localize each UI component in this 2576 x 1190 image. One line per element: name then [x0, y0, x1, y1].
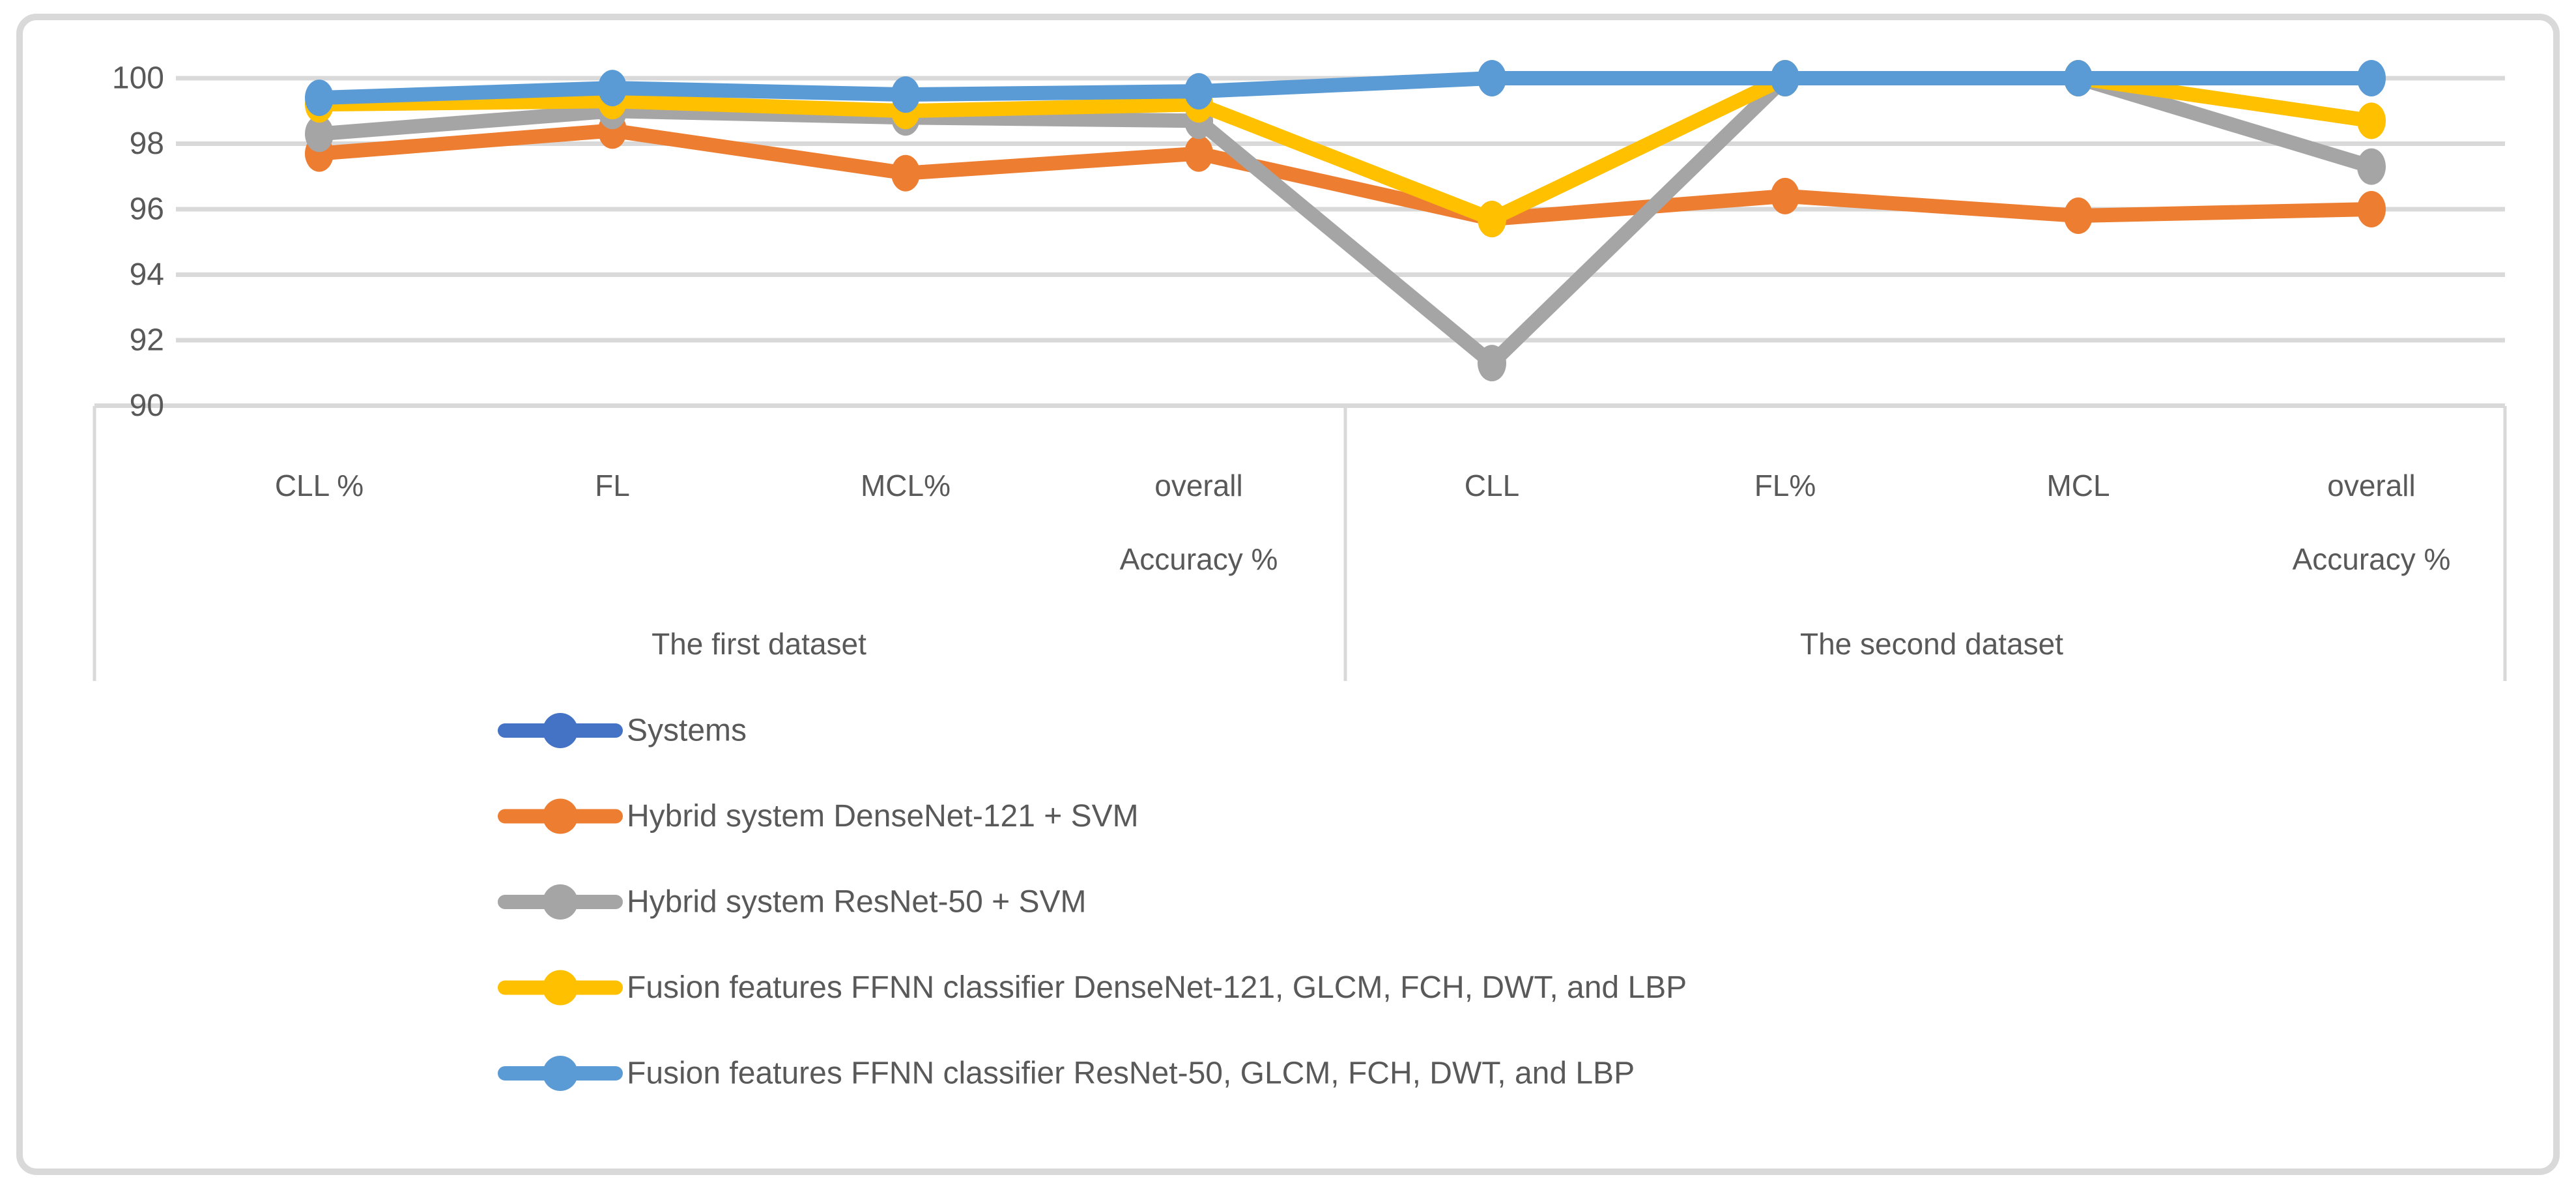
legend-label-2: Hybrid system ResNet-50 + SVM — [627, 885, 1087, 920]
series-4-marker-7 — [2357, 60, 2386, 96]
y-tick-label-92: 92 — [130, 323, 164, 358]
legend-label-3: Fusion features FFNN classifier DenseNet… — [627, 970, 1687, 1005]
series-1-marker-2 — [891, 154, 920, 192]
series-1-marker-5 — [1771, 177, 1799, 214]
category-label-1-line-0: FL — [595, 469, 630, 502]
y-tick-label-90: 90 — [130, 388, 164, 423]
legend-swatch-marker-3 — [543, 970, 578, 1006]
legend-swatch-marker-4 — [543, 1056, 578, 1091]
y-tick-label-100: 100 — [112, 61, 164, 96]
category-label-0-line-0: CLL % — [275, 469, 364, 502]
series-2-marker-0 — [305, 115, 334, 152]
series-4-marker-3 — [1184, 73, 1213, 110]
category-label-7-line-0: overall — [2327, 469, 2416, 502]
category-label-4-line-0: CLL — [1465, 469, 1519, 502]
legend-swatch-marker-0 — [543, 713, 578, 748]
chart-legend: Systems Hybrid system DenseNet-121 + SVM H… — [498, 713, 1687, 1091]
group-label-0: The first dataset — [651, 627, 866, 661]
y-axis-tick-labels: 100 98 96 94 92 90 — [112, 61, 164, 424]
category-label-7-line-1: Accuracy % — [2293, 542, 2451, 576]
series-1-marker-6 — [2064, 197, 2093, 235]
series-line-4 — [312, 71, 2379, 106]
series-4-marker-4 — [1478, 60, 1506, 96]
legend-swatch-marker-1 — [543, 798, 578, 834]
legend-label-0: Systems — [627, 714, 747, 748]
series-2-marker-7 — [2357, 148, 2386, 185]
legend-label-4: Fusion features FFNN classifier ResNet-5… — [627, 1056, 1635, 1091]
category-axis-labels: CLL % FL MCL% overall Accuracy % CLL FL% MCL ove… — [275, 469, 2451, 576]
series-4-marker-5 — [1771, 60, 1799, 96]
series-1-marker-3 — [1184, 135, 1213, 172]
series-3-marker-7 — [2357, 102, 2386, 139]
category-label-3-line-1: Accuracy % — [1120, 542, 1278, 576]
legend-label-1: Hybrid system DenseNet-121 + SVM — [627, 799, 1139, 834]
group-label-1: The second dataset — [1800, 627, 2063, 661]
series-4-marker-6 — [2064, 60, 2093, 96]
figure-border — [16, 14, 2560, 1175]
y-tick-label-94: 94 — [130, 257, 164, 292]
legend-swatch-marker-2 — [543, 884, 578, 920]
legend-item-3: Fusion features FFNN classifier DenseNet… — [498, 970, 1687, 1006]
series-1-marker-7 — [2357, 191, 2386, 227]
series-2-marker-4 — [1478, 345, 1506, 382]
series-3-marker-4 — [1478, 201, 1506, 238]
dataset-group-labels: The first dataset The second dataset — [651, 627, 2063, 661]
legend-item-4: Fusion features FFNN classifier ResNet-5… — [498, 1056, 1635, 1091]
category-label-5-line-0: FL% — [1754, 469, 1816, 502]
series-4-marker-1 — [598, 70, 627, 107]
series-4-marker-0 — [305, 80, 334, 117]
y-tick-label-96: 96 — [130, 192, 164, 227]
series-line-1 — [312, 123, 2379, 227]
category-table-borders — [93, 406, 2507, 681]
legend-item-1: Hybrid system DenseNet-121 + SVM — [498, 798, 1139, 834]
category-label-6-line-0: MCL — [2046, 469, 2110, 502]
category-label-2-line-0: MCL% — [861, 469, 951, 502]
category-label-3-line-0: overall — [1154, 469, 1243, 502]
series-4 — [305, 60, 2386, 117]
legend-item-2: Hybrid system ResNet-50 + SVM — [498, 884, 1087, 920]
gridlines — [94, 76, 2505, 408]
legend-item-0: Systems — [498, 713, 747, 748]
series-4-marker-2 — [891, 76, 920, 113]
data-series — [305, 60, 2386, 382]
y-tick-label-98: 98 — [130, 126, 164, 161]
